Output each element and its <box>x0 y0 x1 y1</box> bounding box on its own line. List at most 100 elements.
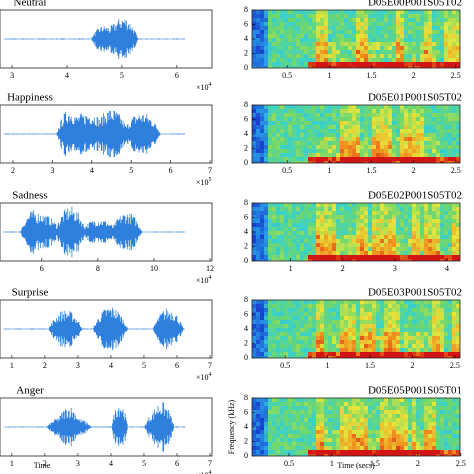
spectrogram-cell <box>312 223 316 227</box>
spectrogram-cell <box>364 356 368 358</box>
spectrogram-cell <box>352 332 356 336</box>
spectrogram-cell <box>288 34 292 38</box>
spectrogram-cell <box>432 239 436 243</box>
spectrogram-cell <box>272 34 276 38</box>
spectrogram-cell <box>392 211 396 215</box>
spectrogram-cell <box>340 398 344 402</box>
spectrogram-cell <box>300 434 304 438</box>
spectrogram-cell <box>292 18 296 22</box>
spectrogram-cell <box>400 22 404 26</box>
spectrogram-cell <box>428 145 432 149</box>
spectrogram-cell <box>448 454 452 456</box>
spectrogram-cell <box>404 320 408 324</box>
spectrogram-cell <box>252 18 256 22</box>
spectrogram-cell <box>420 227 424 231</box>
spectrogram-cell <box>288 442 292 446</box>
spectrogram-cell <box>312 332 316 336</box>
spectrogram-cell <box>312 414 316 418</box>
spectrogram-cell <box>440 133 444 137</box>
spectrogram-cell <box>396 42 400 46</box>
spectrogram-cell <box>268 54 272 58</box>
spectrogram-cell <box>424 42 428 46</box>
spectrogram-cell <box>424 454 428 456</box>
spectrogram-cell <box>452 332 456 336</box>
spectrogram-cell <box>304 141 308 145</box>
spectrogram-cell <box>272 109 276 113</box>
spectrogram-cell <box>412 344 416 348</box>
spectrogram-cell <box>280 231 284 235</box>
spectrogram-cell <box>284 117 288 121</box>
spectrogram-cell <box>284 320 288 324</box>
spectrogram-cell <box>308 247 312 251</box>
spectrogram-cell <box>296 235 300 239</box>
spectrogram-cell <box>288 247 292 251</box>
spectrogram-cell <box>440 320 444 324</box>
spectrogram-cell <box>252 422 256 426</box>
spectrogram-cell <box>296 149 300 153</box>
spectrogram-cell <box>260 157 264 161</box>
spectrogram-cell <box>432 145 436 149</box>
spectrogram-cell <box>328 352 332 356</box>
spectrogram-cell <box>456 207 460 211</box>
spectrogram-cell <box>296 137 300 141</box>
spectrogram-cell <box>372 10 376 14</box>
spectrogram-cell <box>284 328 288 332</box>
spectrogram-cell <box>348 161 352 163</box>
spectrogram-cell <box>276 22 280 26</box>
spectrogram-cell <box>384 137 388 141</box>
spectrogram-cell <box>328 109 332 113</box>
x-multiplier-base: ×10 <box>196 83 209 92</box>
spectrogram-cell <box>364 430 368 434</box>
spectrogram-cell <box>292 109 296 113</box>
spectrogram-cell <box>376 308 380 312</box>
spectrogram-cell <box>308 235 312 239</box>
spectrogram-cell <box>452 10 456 14</box>
spectrogram-cell <box>280 243 284 247</box>
spectrogram-cell <box>324 145 328 149</box>
spectrogram-cell <box>380 300 384 304</box>
spectrogram-cell <box>332 304 336 308</box>
spectrogram-cell <box>380 231 384 235</box>
spectrogram-cell <box>336 18 340 22</box>
spectrogram-cell <box>332 50 336 54</box>
spectrogram-cell <box>268 117 272 121</box>
spectrogram-cell <box>428 113 432 117</box>
spectrogram-cell <box>364 422 368 426</box>
spectrogram-cell <box>368 422 372 426</box>
spectrogram-cell <box>352 161 356 163</box>
spectrogram-cell <box>436 422 440 426</box>
spectrogram-cell <box>264 426 268 430</box>
spectrogram-cell <box>428 227 432 231</box>
spectrogram-cell <box>404 121 408 125</box>
spectrogram-cell <box>408 203 412 207</box>
spectrogram-cell <box>448 308 452 312</box>
spectrogram-cell <box>332 418 336 422</box>
spectrogram-cell <box>412 109 416 113</box>
spectrogram-cell <box>424 22 428 26</box>
spectrogram-cell <box>288 18 292 22</box>
spectrogram-cell <box>388 348 392 352</box>
y-tick-label: 0 <box>244 256 248 265</box>
spectrogram-cell <box>292 442 296 446</box>
spectrogram-cell <box>296 18 300 22</box>
spectrogram-cell <box>360 105 364 109</box>
spectrogram-cell <box>380 215 384 219</box>
spectrogram-cell <box>256 251 260 255</box>
spectrogram-cell <box>392 38 396 42</box>
spectrogram-cell <box>272 410 276 414</box>
spectrogram-cell <box>296 454 300 456</box>
spectrogram-cell <box>416 348 420 352</box>
spectrogram-cell <box>408 426 412 430</box>
spectrogram-cell <box>448 442 452 446</box>
spectrogram-cell <box>392 356 396 358</box>
spectrogram-cell <box>300 113 304 117</box>
spectrogram-cell <box>304 422 308 426</box>
spectrogram-cell <box>252 336 256 340</box>
spectrogram-cell <box>280 410 284 414</box>
spectrogram-cell <box>284 430 288 434</box>
spectrogram-cell <box>424 356 428 358</box>
spectrogram-cell <box>276 223 280 227</box>
spectrogram-cell <box>312 30 316 34</box>
spectrogram-cell <box>344 406 348 410</box>
